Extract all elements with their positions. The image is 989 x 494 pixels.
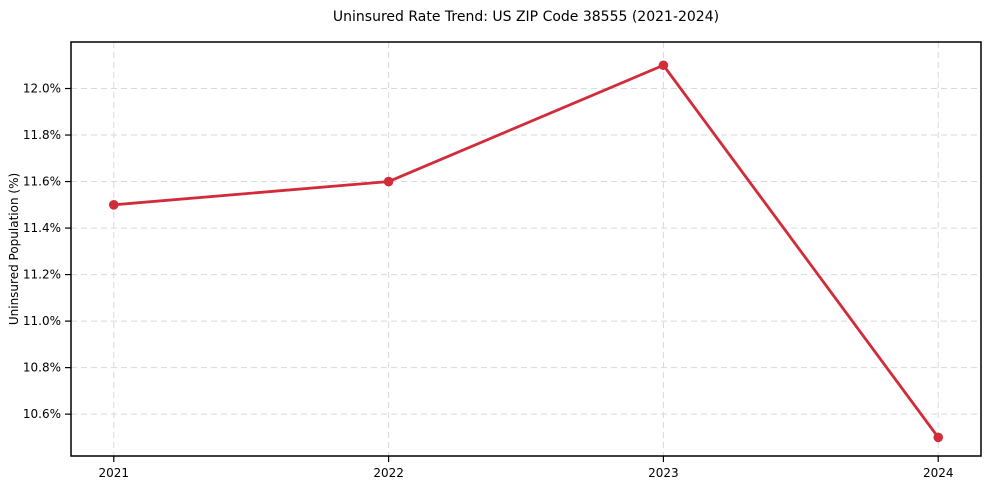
y-tick-label: 12.0% [23, 82, 61, 96]
trend-line [112, 63, 940, 439]
y-tick-label: 11.0% [23, 314, 61, 328]
plot-border [70, 41, 982, 457]
x-tick-label: 2022 [373, 466, 404, 480]
chart-title: Uninsured Rate Trend: US ZIP Code 38555 … [332, 9, 720, 25]
x-tick-label: 2024 [923, 466, 954, 480]
y-tick-label: 11.6% [23, 175, 61, 189]
x-tick-label: 2021 [98, 466, 129, 480]
y-axis-label: Uninsured Population (%) [7, 172, 21, 326]
y-tick-label: 10.8% [23, 361, 61, 375]
data-point-2024 [933, 432, 944, 443]
y-tick-label: 11.2% [23, 268, 61, 282]
data-point-2021 [108, 200, 119, 210]
y-tick-label: 10.6% [23, 407, 61, 421]
x-tick-label: 2023 [648, 466, 679, 480]
data-point-2023 [658, 60, 669, 71]
data-point-2022 [383, 176, 394, 187]
y-tick-label: 11.4% [23, 221, 61, 235]
y-tick-label: 11.8% [23, 128, 61, 142]
